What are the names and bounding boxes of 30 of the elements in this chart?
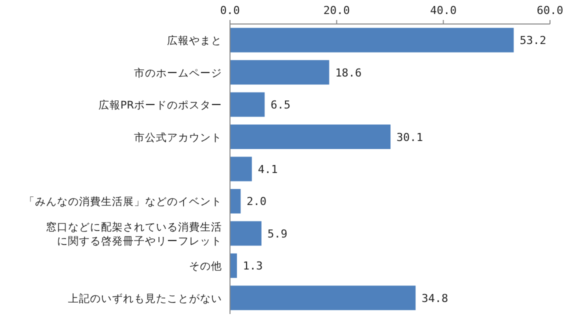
- x-tick-label: 0.0: [220, 4, 240, 17]
- x-tick-label: 40.0: [430, 4, 457, 17]
- bar: [230, 28, 514, 52]
- data-label: 34.8: [422, 292, 448, 305]
- data-label: 6.5: [270, 98, 291, 112]
- data-label: 5.9: [267, 227, 288, 240]
- bar: [230, 60, 330, 85]
- data-label: 18.6: [335, 66, 362, 80]
- bar: [230, 221, 262, 246]
- data-label: 30.1: [396, 130, 424, 144]
- x-tick-label: 60.0: [536, 4, 564, 17]
- bar: [230, 253, 237, 278]
- bar: [230, 286, 416, 310]
- bar: [230, 156, 252, 182]
- y-tick-label: 市のホームページ: [134, 66, 222, 80]
- y-tick-label: 上記のいずれも見たことがない: [68, 292, 222, 305]
- bar: [230, 124, 391, 150]
- bar: [230, 188, 241, 214]
- data-label: 53.2: [520, 34, 546, 48]
- data-label: 2.0: [246, 195, 267, 208]
- data-label: 4.1: [258, 163, 278, 176]
- y-tick-label: 広報やまと: [167, 34, 222, 48]
- bar: [230, 92, 265, 117]
- data-label: 1.3: [242, 260, 263, 273]
- y-tick-label: 広報PRボードのポスター: [98, 98, 222, 112]
- y-tick-label: 「みんなの消費生活展」などのイベント: [24, 195, 222, 208]
- y-tick-label: 窓口などに配架されている消費生活に関する啓発冊子やリーフレット: [46, 220, 222, 248]
- y-tick-label: 市公式アカウント: [134, 130, 222, 144]
- x-tick-label: 20.0: [323, 4, 350, 17]
- y-tick-label: その他: [189, 260, 222, 273]
